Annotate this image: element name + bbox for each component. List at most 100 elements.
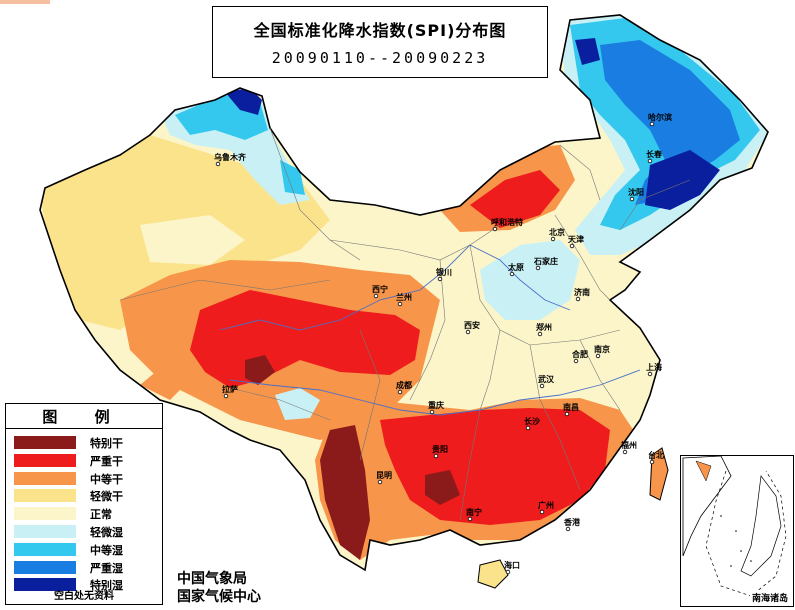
city-marker: 香港 (563, 517, 581, 532)
rivers (219, 244, 641, 416)
city-dot (622, 449, 628, 455)
city-marker: 长春 (646, 149, 662, 164)
city-dot (649, 459, 655, 465)
legend-item: 严重湿 (14, 559, 158, 576)
legend-swatch (14, 489, 76, 503)
city-marker: 福州 (620, 440, 637, 455)
city-marker: 南昌 (563, 402, 579, 417)
city-marker: 郑州 (536, 322, 552, 337)
city-marker: 南宁 (466, 507, 482, 522)
city-marker: 长沙 (524, 416, 540, 431)
city-label: 西安 (464, 320, 480, 330)
legend-swatch (14, 525, 76, 538)
city-label: 呼和浩特 (491, 217, 523, 227)
legend-item: 特别湿 (14, 576, 158, 593)
city-label: 银川 (435, 267, 452, 277)
city-dot (629, 196, 635, 202)
city-dot (397, 389, 403, 395)
city-label: 济南 (574, 287, 590, 297)
legend-label: 特别湿 (90, 579, 123, 593)
city-marker: 海口 (504, 560, 520, 575)
city-dot (537, 331, 543, 337)
city-marker: 济南 (574, 287, 590, 302)
city-dot (550, 236, 556, 242)
city-label: 郑州 (536, 322, 552, 332)
city-dot (377, 479, 383, 485)
legend-item: 中等干 (14, 470, 158, 487)
south-china-sea-inset: 南海诸岛 (680, 455, 794, 607)
city-dot (437, 276, 443, 282)
city-dot (535, 265, 541, 271)
legend-label: 严重干 (90, 454, 123, 468)
city-label: 兰州 (396, 292, 412, 302)
city-label: 重庆 (428, 400, 444, 410)
hainan-island (477, 559, 509, 589)
city-label: 石家庄 (533, 256, 558, 266)
city-marker: 合肥 (571, 349, 588, 364)
legend-swatch (14, 578, 76, 592)
city-dot (539, 509, 545, 515)
city-label: 长春 (646, 149, 662, 159)
city-dot (429, 409, 435, 415)
city-label: 沈阳 (628, 187, 644, 197)
city-label: 广州 (538, 500, 554, 510)
city-marker: 武汉 (538, 374, 555, 389)
title-box: 全国标准化降水指数(SPI)分布图 20090110--20090223 (212, 6, 548, 78)
city-marker: 呼和浩特 (491, 217, 523, 232)
taiwan-island (649, 447, 669, 501)
city-label: 昆明 (376, 470, 392, 480)
city-label: 太原 (507, 262, 524, 272)
city-marker: 上海 (646, 362, 662, 377)
city-label: 贵阳 (432, 444, 448, 454)
map-period: 20090110--20090223 (271, 49, 489, 67)
city-label: 北京 (549, 227, 565, 237)
city-dot (564, 411, 570, 417)
city-marker: 沈阳 (628, 187, 644, 202)
city-dot (397, 301, 403, 307)
city-label: 上海 (646, 362, 662, 372)
legend-label: 特别干 (90, 437, 123, 450)
legend-item: 中等湿 (14, 541, 158, 558)
city-marker: 广州 (538, 500, 554, 515)
map-title: 全国标准化降水指数(SPI)分布图 (253, 21, 507, 40)
city-marker: 乌鲁木齐 (214, 152, 247, 167)
city-marker: 重庆 (428, 400, 444, 415)
city-label: 拉萨 (222, 384, 238, 394)
city-label: 西宁 (372, 284, 388, 294)
legend-label: 严重湿 (90, 561, 123, 575)
city-dot (649, 121, 655, 127)
city-marker: 银川 (435, 267, 452, 282)
city-dot (539, 383, 545, 389)
city-marker: 成都 (396, 380, 412, 395)
city-label: 南昌 (563, 402, 579, 412)
legend-swatch (14, 560, 76, 574)
city-label: 福州 (620, 440, 637, 450)
city-label: 合肥 (571, 349, 588, 359)
city-marker: 西宁 (372, 284, 388, 299)
city-label: 海口 (504, 560, 520, 570)
corner-mark (0, 0, 50, 4)
legend: 图 例 特别干 严重干 中等干 轻微干 正常 轻微湿 中等湿 严重湿 特别湿 空白处无资料 (5, 403, 163, 605)
legend-label: 中等湿 (90, 543, 123, 557)
city-dot (565, 526, 571, 532)
city-label: 香港 (563, 517, 581, 527)
city-dot (433, 453, 439, 459)
city-dot (573, 358, 579, 364)
legend-swatch (14, 453, 76, 467)
city-label: 台北 (648, 450, 664, 460)
legend-swatch (14, 542, 76, 556)
legend-label: 轻微湿 (90, 526, 123, 539)
city-marker: 贵阳 (432, 444, 448, 459)
city-dot (467, 516, 473, 522)
legend-note: 空白处无资料 (54, 591, 114, 602)
legend-swatch (14, 507, 76, 521)
city-label: 武汉 (538, 374, 555, 384)
city-dot (595, 353, 601, 359)
city-dot (575, 296, 581, 302)
legend-item: 正常 (14, 505, 158, 522)
legend-swatch (14, 471, 76, 485)
city-marker: 拉萨 (222, 384, 238, 399)
city-label: 南宁 (466, 507, 482, 517)
agency-line2: 国家气候中心 (177, 589, 261, 605)
